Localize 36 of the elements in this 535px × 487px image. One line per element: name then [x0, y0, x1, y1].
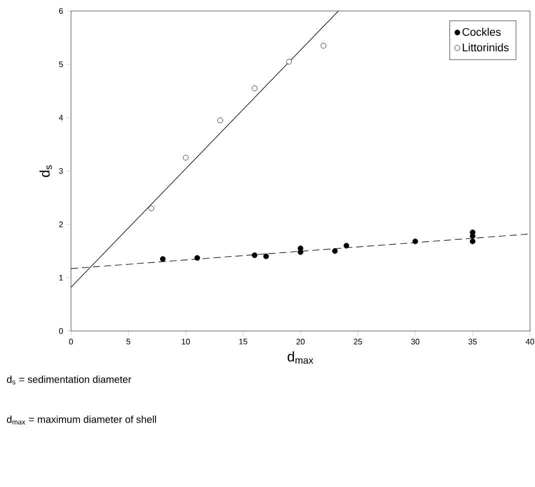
- y-tick-label: 5: [59, 62, 63, 68]
- point: [160, 256, 166, 262]
- x-tick-label: 20: [296, 338, 305, 344]
- point: [194, 255, 200, 261]
- point: [252, 252, 258, 258]
- point: [286, 58, 292, 64]
- x-tick-label: 30: [411, 338, 420, 344]
- y-tick-label: 6: [59, 8, 63, 14]
- x-tick-label: 10: [182, 338, 190, 344]
- point: [332, 248, 338, 254]
- x-tick-label: 0: [69, 338, 73, 344]
- x-tick-label: 40: [526, 338, 534, 344]
- x-tick-label: 35: [468, 338, 477, 344]
- y-tick-label: 1: [59, 274, 63, 280]
- point: [470, 238, 476, 244]
- legend-label: Littorinids: [462, 43, 509, 52]
- y-tick-label: 2: [59, 222, 63, 228]
- y-axis-title: d$_{s}$: [39, 165, 52, 178]
- point: [320, 42, 326, 48]
- point: [182, 154, 189, 160]
- x-tick-label: 15: [239, 338, 248, 344]
- point: [148, 206, 154, 212]
- point: [252, 86, 258, 92]
- text: d$_{max}$ = maximum diameter of shell: [6, 416, 156, 424]
- text: d$_{s}$ = sedimentation diameter: [6, 376, 132, 384]
- point: [263, 254, 269, 260]
- point: [412, 238, 418, 244]
- x-axis-title: d$_{max}$: [288, 351, 314, 364]
- y-tick-label: 3: [59, 168, 63, 174]
- legend-label: Cockles: [462, 28, 501, 36]
- x-tick-label: 5: [126, 338, 130, 344]
- point: [344, 242, 350, 248]
- point: [217, 118, 223, 124]
- y-tick-label: 0: [59, 328, 63, 334]
- y-tick-label: 4: [58, 114, 63, 120]
- x-tick-label: 25: [354, 338, 362, 344]
